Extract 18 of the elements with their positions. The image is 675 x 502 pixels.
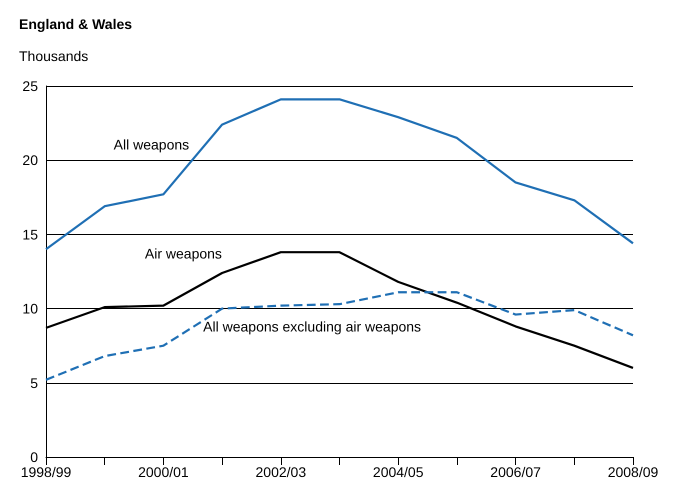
series-label: All weapons — [114, 136, 190, 152]
x-tick-label: 2002/03 — [255, 464, 306, 480]
series-label: Air weapons — [144, 246, 222, 262]
y-tick-label: 15 — [22, 226, 38, 242]
y-tick-label: 10 — [22, 300, 38, 317]
x-tick-label: 2008/09 — [608, 464, 659, 480]
chart-title: England & Wales — [19, 16, 132, 32]
x-tick-label: 1998/99 — [20, 464, 72, 480]
line-series — [44, 291, 634, 381]
y-tick-label: 25 — [22, 78, 38, 94]
y-tick-label: 0 — [30, 449, 38, 465]
y-tick-label: 5 — [30, 374, 38, 391]
y-tick-label: 20 — [22, 152, 38, 168]
chart-subtitle: Thousands — [19, 48, 88, 64]
x-tick-label: 2000/01 — [138, 464, 189, 480]
x-tick-label: 2006/07 — [490, 464, 542, 480]
series-label: All weapons excluding air weapons — [203, 318, 422, 335]
x-tick-label: 2004/05 — [372, 464, 424, 480]
